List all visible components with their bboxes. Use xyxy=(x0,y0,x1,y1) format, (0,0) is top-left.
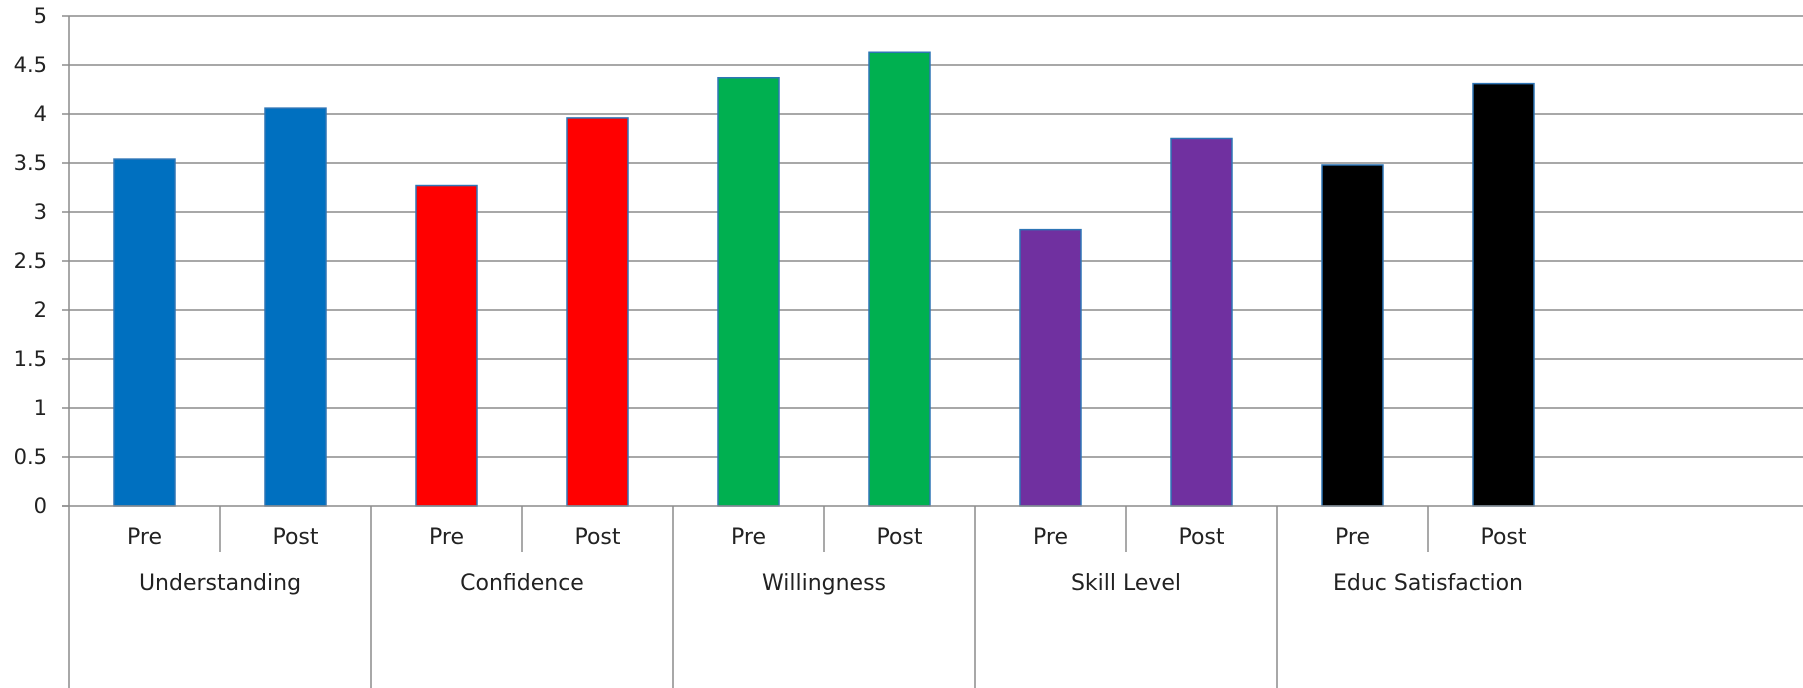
x-axis: Pre Post Understanding Pre Post Confidence Pre… xyxy=(62,505,1803,688)
bar-understanding-post xyxy=(264,107,327,507)
bar-confidence-pre xyxy=(415,184,478,507)
x-tick-label: Pre xyxy=(1033,525,1068,550)
x-tick-label: Post xyxy=(1480,525,1526,550)
x-tick-label: Pre xyxy=(429,525,464,550)
x-tick-label: Post xyxy=(574,525,620,550)
bar-skill-level-pre xyxy=(1019,228,1082,507)
y-tick-label: 1 xyxy=(34,396,47,420)
x-group-label: Educ Satisfaction xyxy=(1333,571,1523,596)
y-tick-label: 4 xyxy=(34,102,47,126)
y-axis: 0 0.5 1 1.5 2 2.5 3 3.5 4 4.5 5 xyxy=(14,4,70,518)
y-tick-label: 3.5 xyxy=(14,151,47,175)
x-group-label: Understanding xyxy=(139,571,301,596)
bar-understanding-pre xyxy=(113,158,176,507)
x-tick-label: Pre xyxy=(127,525,162,550)
bar-willingness-post xyxy=(868,51,931,507)
y-tick-label: 0 xyxy=(34,494,47,518)
x-group-label: Confidence xyxy=(460,571,584,596)
bar-confidence-post xyxy=(566,117,629,507)
x-group-label: Skill Level xyxy=(1071,571,1181,596)
bars xyxy=(113,51,1535,507)
x-tick-label: Post xyxy=(1178,525,1224,550)
y-tick-label: 5 xyxy=(34,4,47,28)
x-tick-label: Post xyxy=(272,525,318,550)
bar-skill-level-post xyxy=(1170,137,1233,507)
gridlines xyxy=(69,15,1803,458)
x-group-label: Willingness xyxy=(762,571,886,596)
y-tick-label: 3 xyxy=(34,200,47,224)
bar-educ-satisfaction-pre xyxy=(1321,164,1384,507)
bar-educ-satisfaction-post xyxy=(1472,82,1535,507)
x-tick-label: Pre xyxy=(731,525,766,550)
y-tick-label: 4.5 xyxy=(14,53,47,77)
y-tick-label: 2.5 xyxy=(14,249,47,273)
bar-willingness-pre xyxy=(717,76,780,507)
y-tick-label: 0.5 xyxy=(14,445,47,469)
x-tick-label: Pre xyxy=(1335,525,1370,550)
y-tick-label: 1.5 xyxy=(14,347,47,371)
y-tick-label: 2 xyxy=(34,298,47,322)
x-tick-label: Post xyxy=(876,525,922,550)
